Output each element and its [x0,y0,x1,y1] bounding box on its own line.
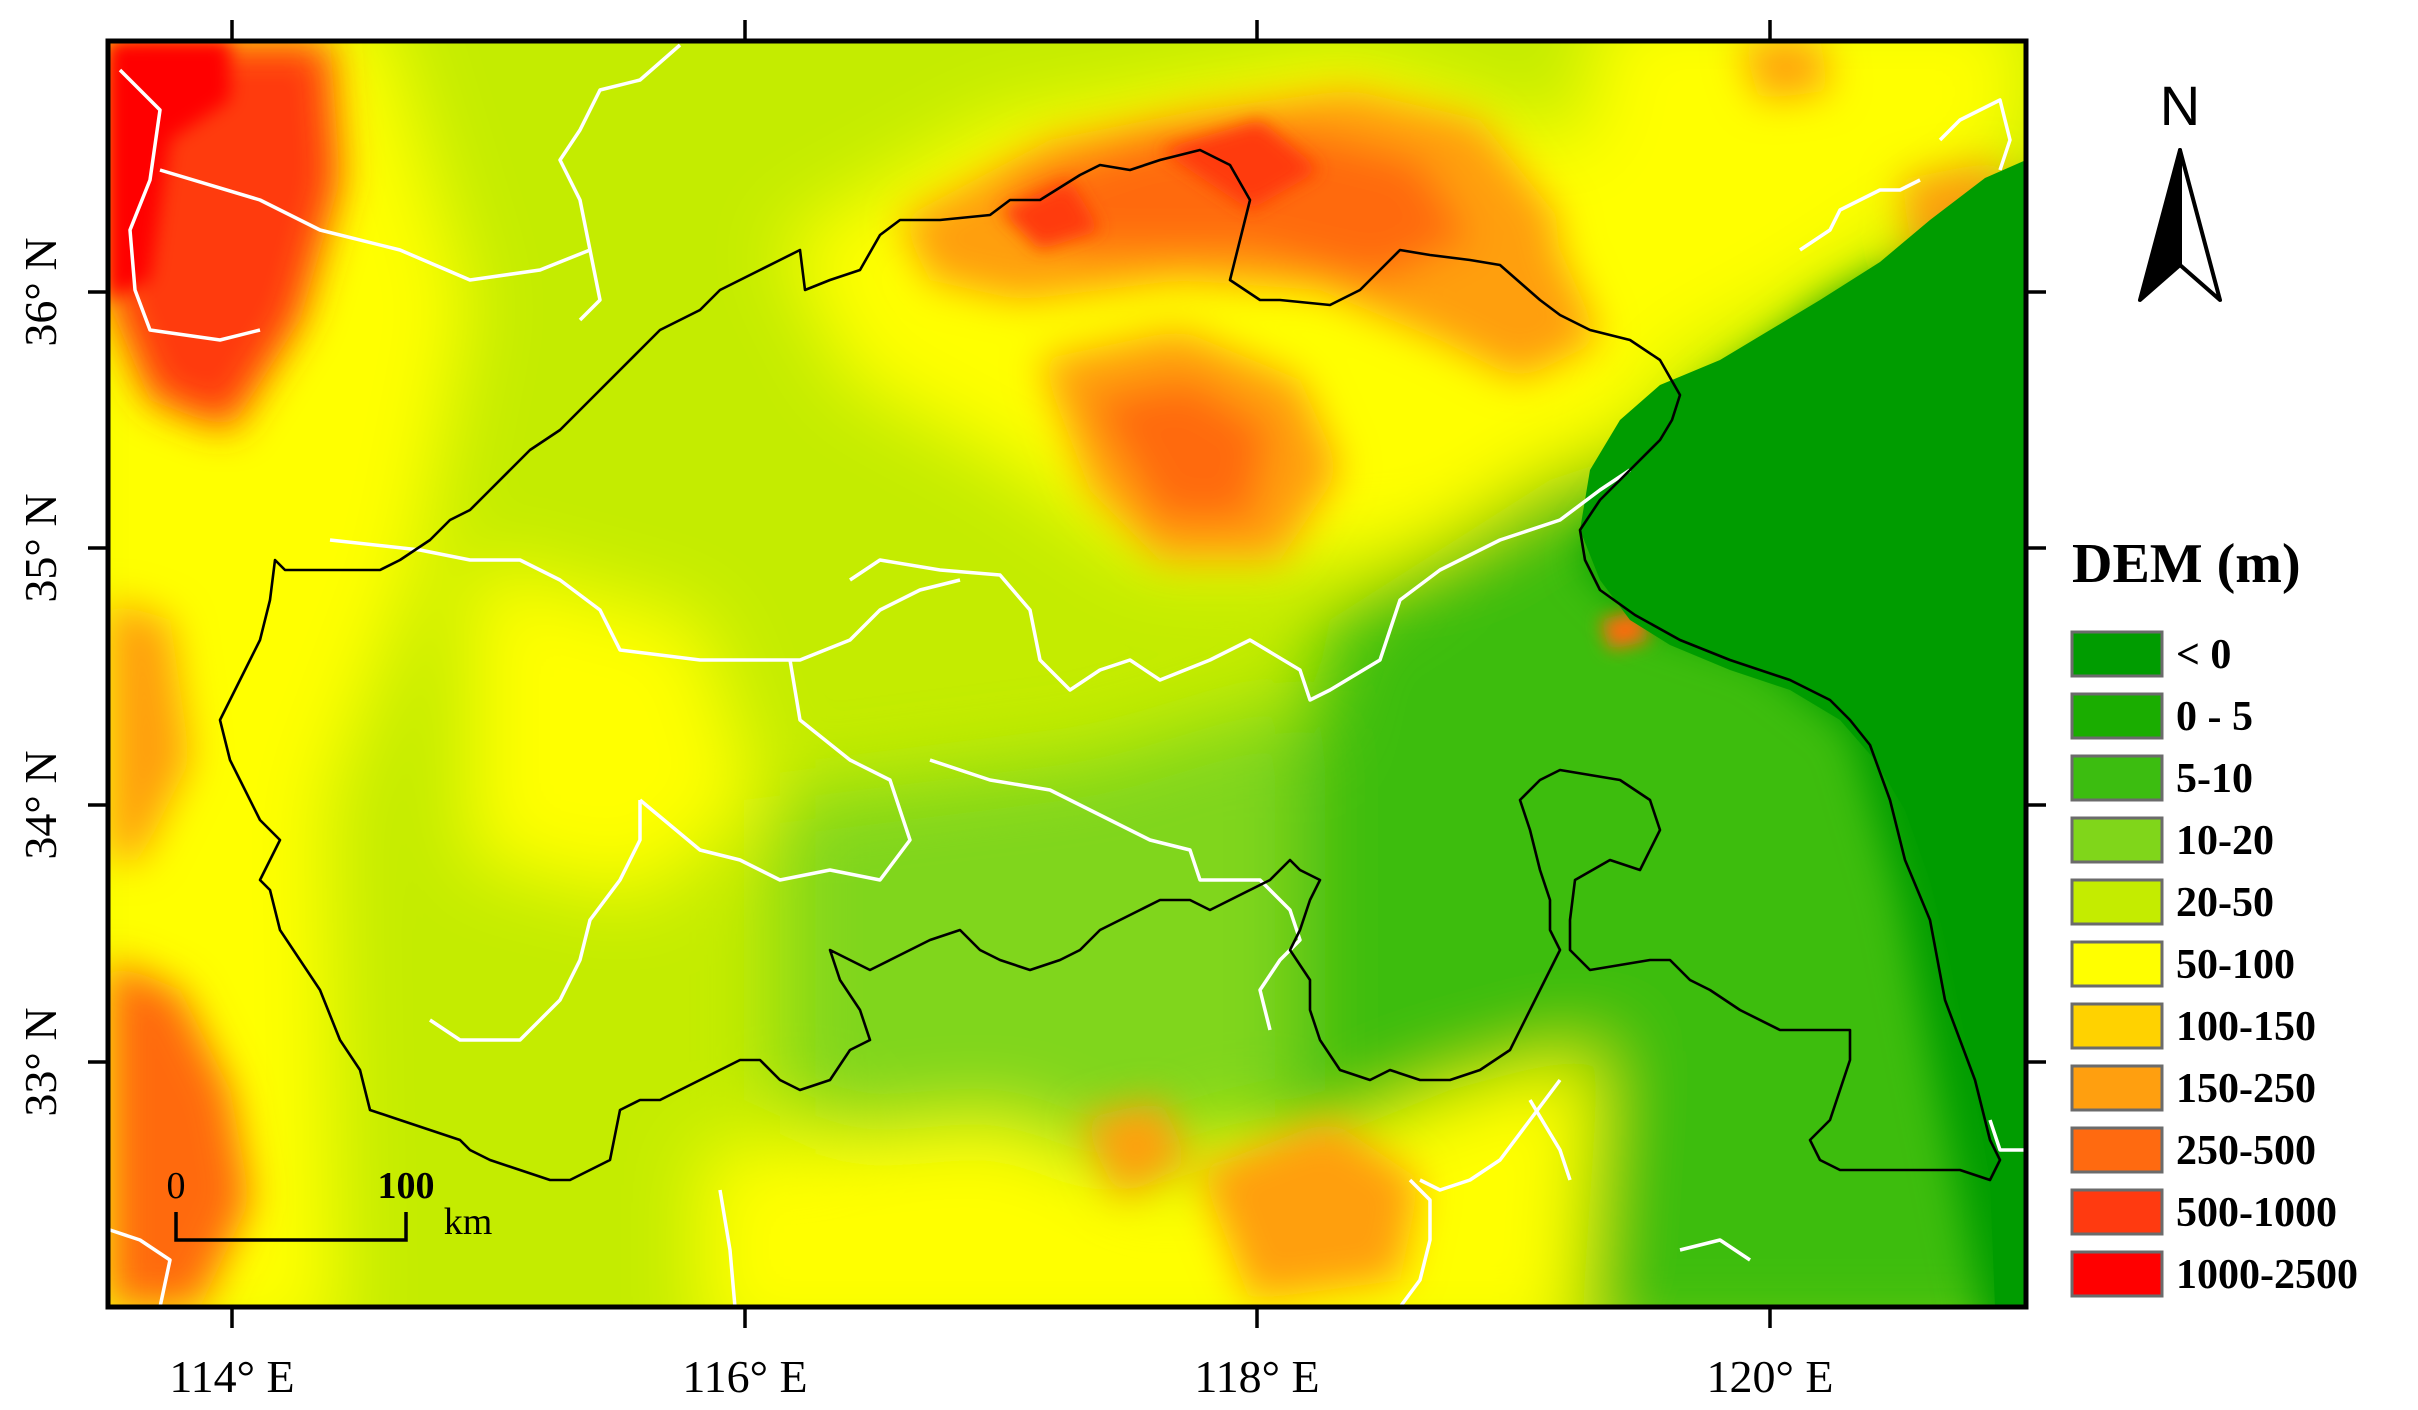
legend-swatch [2070,1188,2164,1236]
y-tick-label: 33° N [15,1007,66,1116]
legend-swatch [2070,1126,2164,1174]
legend-swatch [2070,754,2164,802]
legend-swatch [2070,1002,2164,1050]
legend-swatch [2070,630,2164,678]
legend-label: 5-10 [2176,756,2253,802]
elevation-raster [108,41,2026,1307]
legend-swatch [2070,1064,2164,1112]
x-tick-label: 120° E [1707,1351,1834,1402]
legend-label: 500-1000 [2176,1190,2337,1236]
legend-swatch [2070,692,2164,740]
x-tick-label: 114° E [169,1351,294,1402]
north-arrow-icon [2138,148,2222,302]
legend-label: 250-500 [2176,1128,2316,1174]
scale-unit-label: km [444,1201,493,1243]
legend-swatch [2070,816,2164,864]
legend: DEM (m) < 0 0 - 5 5-10 10-20 20-50 50-100 100-… [2070,533,2358,1298]
scale-start-label: 0 [167,1165,186,1207]
study-area-boundary [218,148,2002,1182]
map-frame [105,38,2029,1310]
scale-end-label: 100 [378,1165,435,1207]
legend-swatch [2070,940,2164,988]
legend-label: 10-20 [2176,818,2274,864]
scale-bar: 0 100 km [167,1165,493,1243]
province-boundaries [109,43,2026,1307]
legend-label: < 0 [2176,632,2231,678]
north-label: N [2160,74,2200,137]
y-tick-label: 35° N [15,493,66,602]
latitude-axis: 36° N 35° N 34° N 33° N [15,237,2046,1117]
legend-swatch [2070,878,2164,926]
legend-title: DEM (m) [2072,533,2301,595]
legend-label: 50-100 [2176,942,2295,988]
longitude-axis: 114° E 116° E 118° E 120° E [169,20,1834,1402]
x-tick-label: 116° E [682,1351,807,1402]
y-tick-label: 34° N [15,750,66,859]
legend-label: 100-150 [2176,1004,2316,1050]
y-tick-label: 36° N [15,237,66,346]
legend-swatch [2070,1250,2164,1298]
legend-label: 1000-2500 [2176,1252,2358,1298]
legend-label: 150-250 [2176,1066,2316,1112]
legend-label: 0 - 5 [2176,694,2253,740]
legend-label: 20-50 [2176,880,2274,926]
north-arrow: N [2138,74,2222,302]
x-tick-label: 118° E [1194,1351,1319,1402]
